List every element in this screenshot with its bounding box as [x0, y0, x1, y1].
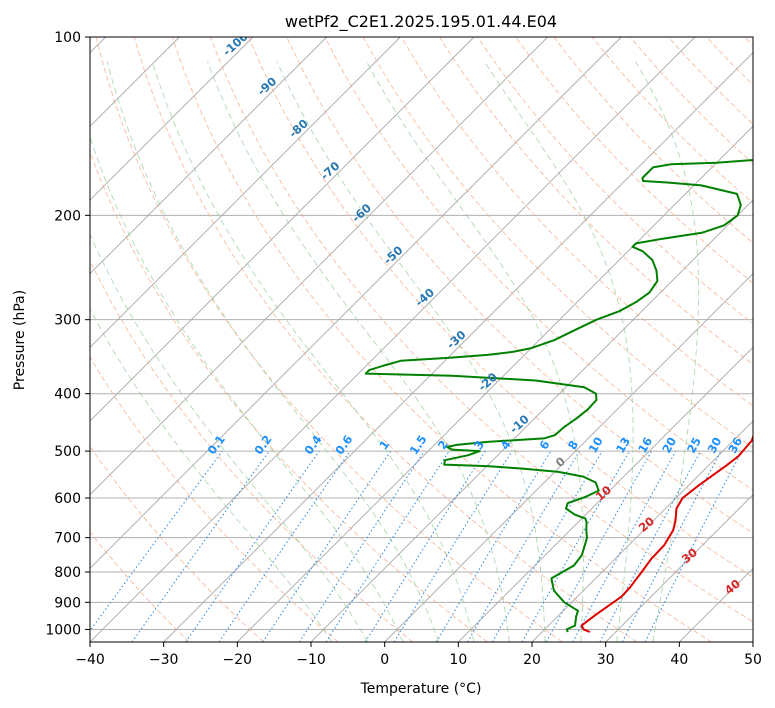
- mixing-ratio-label: 36: [725, 435, 745, 456]
- y-tick-label: 800: [54, 565, 81, 581]
- y-tick-label: 900: [54, 595, 81, 611]
- moist-adiabat-line: [484, 61, 634, 642]
- dry-adiabat-line: [324, 37, 753, 491]
- mixing-ratio-line: [393, 450, 513, 642]
- dry-adiabat-line: [439, 37, 753, 365]
- y-tick-label: 600: [54, 491, 81, 507]
- isotherm-line: [90, 37, 696, 642]
- isotherm-line: [531, 420, 753, 642]
- series-lines: [364, 158, 753, 633]
- y-axis-ticks: 100 200 300 400 500 600 700 800 900 1000: [45, 30, 90, 638]
- dry-adiabat-line: [477, 37, 753, 325]
- x-tick-label: 50: [744, 652, 762, 668]
- isotherm-line: [90, 37, 327, 275]
- y-axis-label: Pressure (hPa): [12, 290, 28, 390]
- dry-adiabat-line: [90, 356, 339, 642]
- moist-adiabat-line: [151, 61, 475, 642]
- mixing-ratio-line: [90, 450, 223, 632]
- y-tick-label: 1000: [45, 622, 81, 638]
- background-lines: [90, 37, 753, 642]
- mixing-ratio-line: [435, 450, 552, 642]
- moist-adiabat-line: [90, 135, 404, 642]
- mixing-ratio-line: [364, 450, 486, 642]
- isotherm-line: [90, 37, 475, 422]
- x-axis-ticks: −40 −30 −20 −10 0 10 20 30 40 50: [75, 642, 762, 668]
- moist-adiabat-line: [366, 61, 584, 642]
- mixing-ratio-line: [521, 450, 630, 642]
- dry-adiabat-line: [133, 37, 638, 642]
- isotherm-line: [163, 52, 753, 642]
- mixing-ratio-label: 16: [635, 435, 655, 456]
- isotherm-line: [384, 273, 753, 642]
- x-tick-label: 0: [380, 652, 389, 668]
- mixing-ratio-line: [491, 450, 603, 642]
- y-tick-label: 400: [54, 387, 81, 403]
- mixing-ratio-line: [572, 450, 677, 642]
- dry-adiabat-line: [591, 37, 753, 204]
- isotherm-line: [458, 346, 753, 642]
- mixing-ratio-label: 30: [705, 435, 725, 456]
- mixing-ratio-line: [545, 450, 653, 642]
- x-tick-label: −40: [75, 652, 105, 668]
- y-tick-label: 700: [54, 531, 81, 547]
- mixing-ratio-line: [218, 450, 351, 642]
- isotherm-line: [90, 37, 254, 201]
- moist-adiabat-line: [90, 233, 369, 642]
- mixing-ratio-label: 13: [613, 435, 633, 456]
- moist-adiabat-line: [106, 61, 439, 642]
- mixing-ratio-line: [185, 450, 320, 642]
- y-tick-label: 300: [54, 313, 81, 329]
- isotherm-line: [90, 37, 401, 348]
- isotherm-line: [90, 37, 622, 569]
- mixing-ratio-line: [131, 450, 270, 642]
- dry-adiabat-line: [286, 37, 753, 534]
- x-tick-label: −20: [223, 652, 253, 668]
- x-axis-label: Temperature (°C): [360, 681, 482, 697]
- dewpoint-line: [364, 158, 753, 633]
- mixing-ratio-line: [325, 450, 450, 642]
- y-tick-label: 500: [54, 444, 81, 460]
- dry-adiabat-line: [400, 37, 753, 407]
- isotherm-line: [90, 37, 548, 496]
- isotherm-line: [237, 125, 753, 642]
- x-tick-label: 30: [597, 652, 615, 668]
- dry-adiabat-line: [90, 150, 488, 642]
- x-tick-label: 40: [670, 652, 688, 668]
- dry-adiabat-line: [362, 37, 753, 449]
- mixing-ratio-label: 25: [684, 435, 704, 456]
- moist-adiabat-line: [90, 308, 333, 642]
- dry-adiabat-line: [90, 259, 414, 642]
- dry-adiabat-line: [210, 37, 753, 623]
- x-tick-label: −30: [149, 652, 179, 668]
- moist-adiabat-line: [276, 61, 546, 642]
- y-tick-label: 200: [54, 208, 81, 224]
- temperature-line: [580, 433, 753, 633]
- x-tick-label: −10: [296, 652, 326, 668]
- moist-adiabat-line: [207, 61, 510, 642]
- dry-adiabat-line: [553, 37, 753, 244]
- isotherm-line: [605, 494, 753, 642]
- mixing-ratio-line: [467, 450, 580, 642]
- dry-adiabat-line: [90, 531, 190, 642]
- x-tick-label: 20: [523, 652, 541, 668]
- plot-frame: [89, 36, 754, 643]
- dry-adiabat-line: [248, 37, 753, 578]
- dry-adiabat-line: [95, 37, 563, 642]
- chart-title: wetPf2_C2E1.2025.195.01.44.E04: [285, 12, 557, 32]
- mixing-ratio-label: 20: [659, 435, 679, 456]
- dry-adiabat-line: [171, 37, 712, 642]
- x-tick-label: 10: [449, 652, 467, 668]
- y-tick-label: 100: [54, 30, 81, 46]
